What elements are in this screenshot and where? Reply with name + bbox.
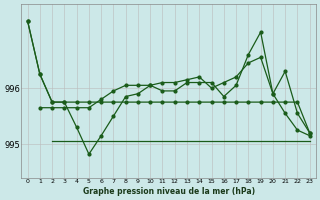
X-axis label: Graphe pression niveau de la mer (hPa): Graphe pression niveau de la mer (hPa) (83, 187, 255, 196)
